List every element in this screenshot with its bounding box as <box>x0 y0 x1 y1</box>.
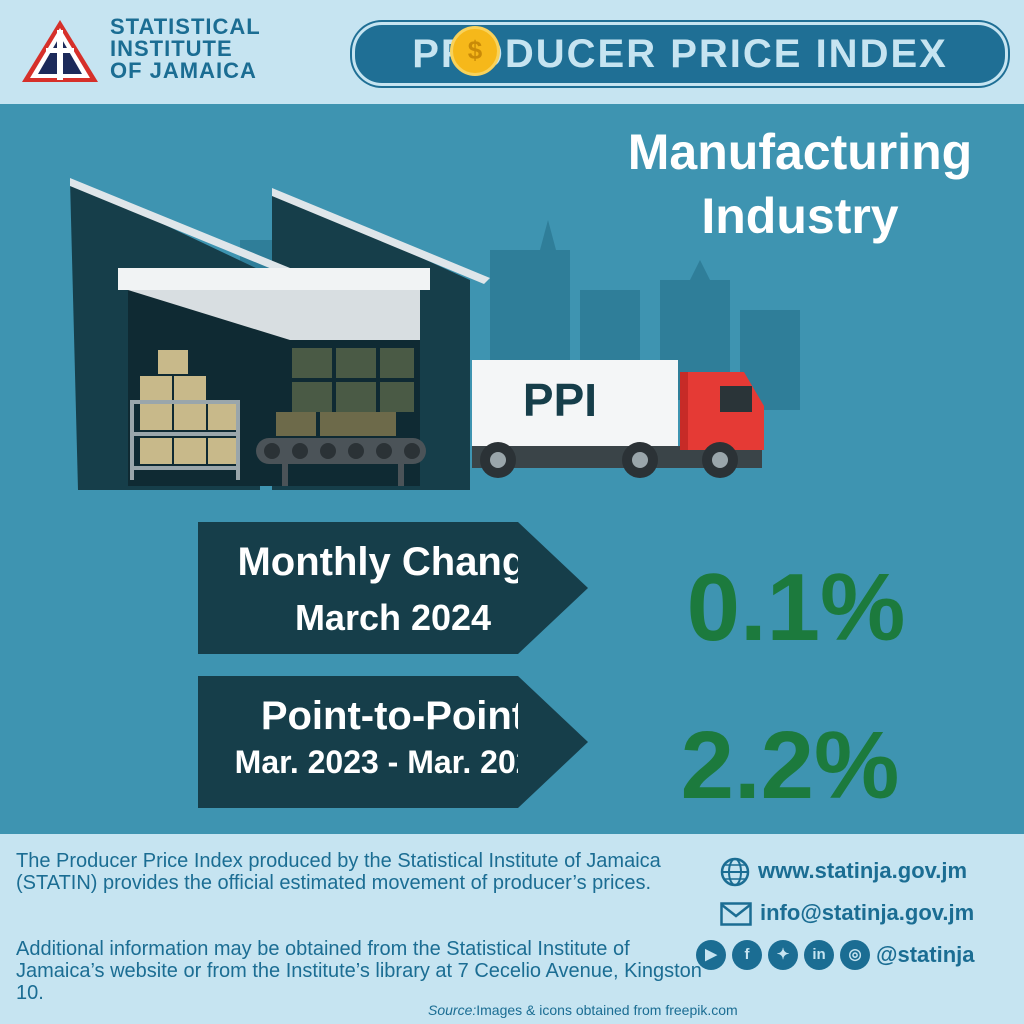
website-link[interactable]: www.statinja.gov.jm <box>758 858 968 883</box>
boxes-back <box>292 348 414 412</box>
linkedin-icon[interactable]: in <box>804 940 834 970</box>
email-link[interactable]: info@statinja.gov.jm <box>760 900 975 925</box>
page-title: PRODUCER PRICE INDEX <box>412 32 948 76</box>
header: STATISTICAL INSTITUTE OF JAMAICA PRODUCE… <box>0 0 1024 104</box>
globe-icon <box>720 857 750 887</box>
monthly-change-arrow <box>518 522 588 654</box>
instagram-icon[interactable]: ◎ <box>840 940 870 970</box>
social-row: ▶ f ✦ in ◎ @statinja <box>696 940 974 972</box>
conveyor <box>256 412 426 486</box>
coin-icon: $ <box>450 26 500 76</box>
truck <box>472 360 764 478</box>
youtube-icon[interactable]: ▶ <box>696 940 726 970</box>
statin-logo <box>22 20 98 82</box>
social-handle[interactable]: @statinja <box>876 942 975 967</box>
point-to-point-title: Point-to-Point <box>260 694 526 738</box>
truck-label: PPI <box>523 374 597 426</box>
org-line-1: STATISTICAL <box>110 14 261 39</box>
industry-line-2: Industry <box>701 188 899 244</box>
org-line-2: INSTITUTE <box>110 36 233 61</box>
twitter-icon[interactable]: ✦ <box>768 940 798 970</box>
source-label: Source: <box>428 1002 477 1018</box>
website-row[interactable]: www.statinja.gov.jm <box>720 856 967 887</box>
email-icon <box>720 902 752 926</box>
industry-line-1: Manufacturing <box>627 124 973 180</box>
org-line-3: OF JAMAICA <box>110 58 257 83</box>
monthly-change-title: Monthly Change <box>237 540 549 584</box>
email-row[interactable]: info@statinja.gov.jm <box>720 898 974 928</box>
facebook-icon[interactable]: f <box>732 940 762 970</box>
point-to-point-period: Mar. 2023 - Mar. 2024 <box>234 744 552 780</box>
org-name: STATISTICAL INSTITUTE OF JAMAICA <box>110 16 261 82</box>
monthly-change-label: Monthly Change March 2024 <box>198 522 549 654</box>
point-to-point-value: 2.2% <box>680 712 900 819</box>
boxes-shelf <box>140 350 236 464</box>
additional-info: Additional information may be obtained f… <box>16 938 702 1004</box>
source-note: Source:Images & icons obtained from free… <box>428 1002 738 1018</box>
footer: The Producer Price Index produced by the… <box>0 834 1024 1024</box>
industry-title: Manufacturing Industry <box>600 120 1000 248</box>
factory-truck-illustration: PPI <box>70 178 800 490</box>
point-to-point-label: Point-to-Point Mar. 2023 - Mar. 2024 <box>198 676 551 808</box>
source-text: Images & icons obtained from freepik.com <box>476 1002 738 1018</box>
monthly-change-value: 0.1% <box>686 554 906 661</box>
description: The Producer Price Index produced by the… <box>16 850 661 894</box>
point-to-point-arrow <box>518 676 588 808</box>
monthly-change-period: March 2024 <box>294 597 492 638</box>
